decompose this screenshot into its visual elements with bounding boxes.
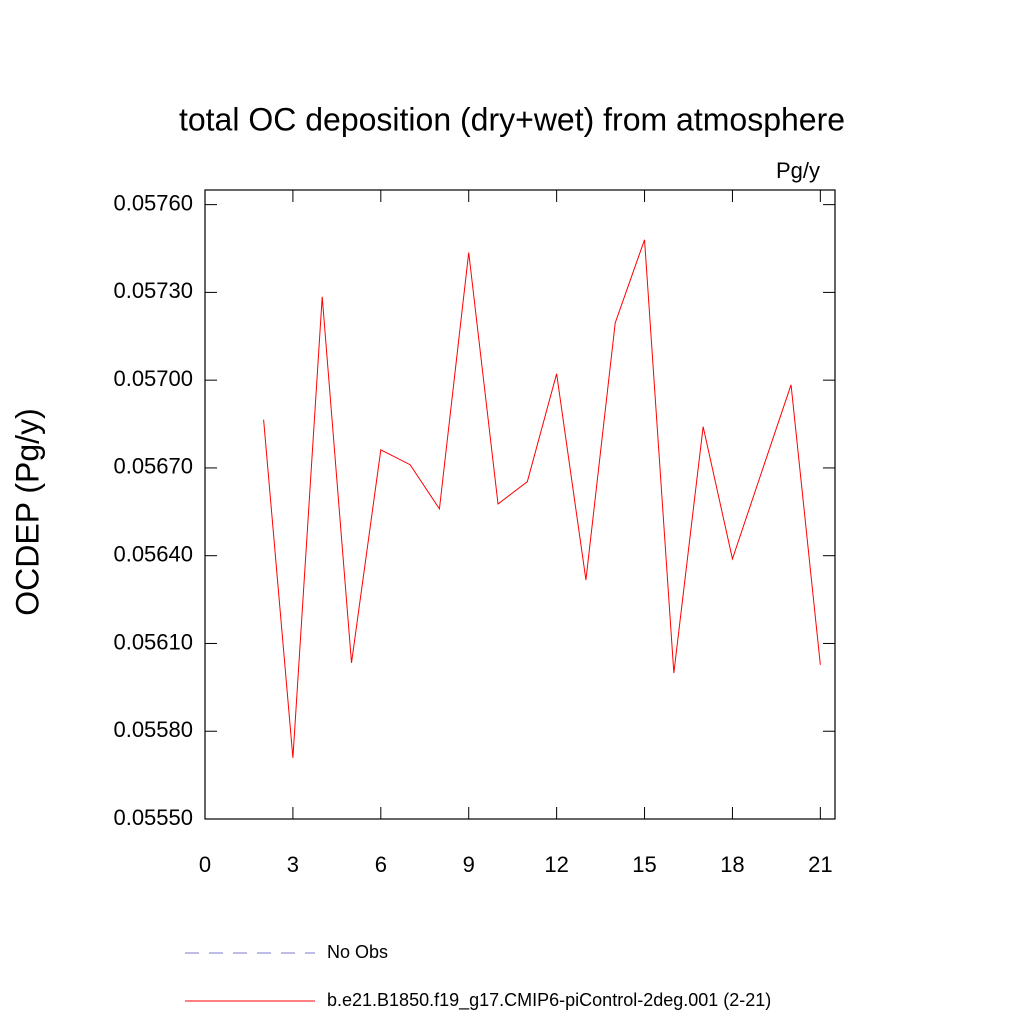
y-tick-label: 0.05730	[113, 278, 193, 303]
x-tick-label: 18	[720, 852, 744, 877]
y-tick-label: 0.05640	[113, 542, 193, 567]
y-tick-label: 0.05760	[113, 190, 193, 215]
y-tick-label: 0.05610	[113, 629, 193, 654]
plot-frame	[204, 189, 836, 820]
y-tick-label: 0.05670	[113, 454, 193, 479]
y-tick-label: 0.05580	[113, 717, 193, 742]
y-tick-label: 0.05550	[113, 805, 193, 830]
y-tick-label: 0.05700	[113, 366, 193, 391]
legend-label: No Obs	[327, 942, 388, 962]
x-tick-label: 3	[287, 852, 299, 877]
x-tick-label: 9	[463, 852, 475, 877]
y-axis-label: OCDEP (Pg/y)	[9, 408, 45, 615]
x-tick-label: 12	[544, 852, 568, 877]
x-tick-label: 6	[375, 852, 387, 877]
legend-label: b.e21.B1850.f19_g17.CMIP6-piControl-2deg…	[327, 990, 771, 1011]
x-tick-label: 21	[808, 852, 832, 877]
x-tick-label: 15	[632, 852, 656, 877]
chart-title: total OC deposition (dry+wet) from atmos…	[179, 101, 845, 137]
units-label: Pg/y	[776, 158, 820, 183]
data-line	[263, 239, 821, 758]
x-tick-label: 0	[199, 852, 211, 877]
